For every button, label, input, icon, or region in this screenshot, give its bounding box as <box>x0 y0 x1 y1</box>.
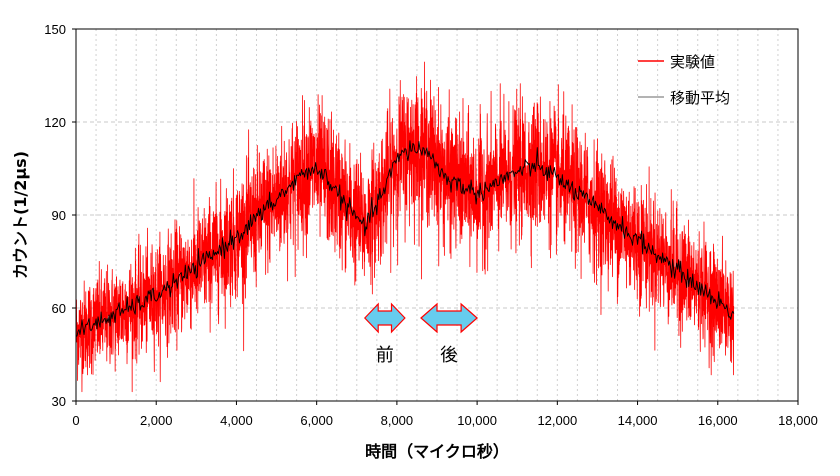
annotation-label: 後 <box>440 345 458 366</box>
x-tick-label: 18,000 <box>778 413 818 428</box>
x-tick-label: 14,000 <box>618 413 658 428</box>
x-tick-label: 6,000 <box>300 413 333 428</box>
y-tick-label: 120 <box>44 115 66 130</box>
x-tick-label: 4,000 <box>220 413 253 428</box>
x-tick-label: 16,000 <box>698 413 738 428</box>
x-tick-label: 0 <box>72 413 79 428</box>
double-arrow-icon <box>420 302 479 334</box>
y-tick-label: 30 <box>52 394 66 409</box>
x-axis-title: 時間（マイクロ秒） <box>365 442 509 461</box>
x-tick-label: 10,000 <box>457 413 497 428</box>
y-tick-label: 60 <box>52 301 66 316</box>
y-axis: 30 60 90 120 150 <box>44 22 76 409</box>
y-tick-label: 150 <box>44 22 66 37</box>
series-experimental-line <box>75 61 735 393</box>
legend-entry: 移動平均 <box>670 89 730 107</box>
x-axis: 0 2,000 4,000 6,000 8,000 10,000 12,000 14,000 1… <box>72 401 818 428</box>
annotations: 前後 <box>363 302 479 366</box>
double-arrow-icon <box>363 302 406 334</box>
y-axis-title: カウント(1/2μs) <box>11 151 30 279</box>
x-tick-label: 12,000 <box>537 413 577 428</box>
series-moving-average-line <box>75 140 735 337</box>
series-layer <box>75 61 735 393</box>
x-tick-label: 2,000 <box>140 413 173 428</box>
y-tick-label: 90 <box>52 208 66 223</box>
legend-entry: 実験値 <box>670 53 715 71</box>
annotation-label: 前 <box>376 345 394 366</box>
x-tick-label: 8,000 <box>381 413 414 428</box>
